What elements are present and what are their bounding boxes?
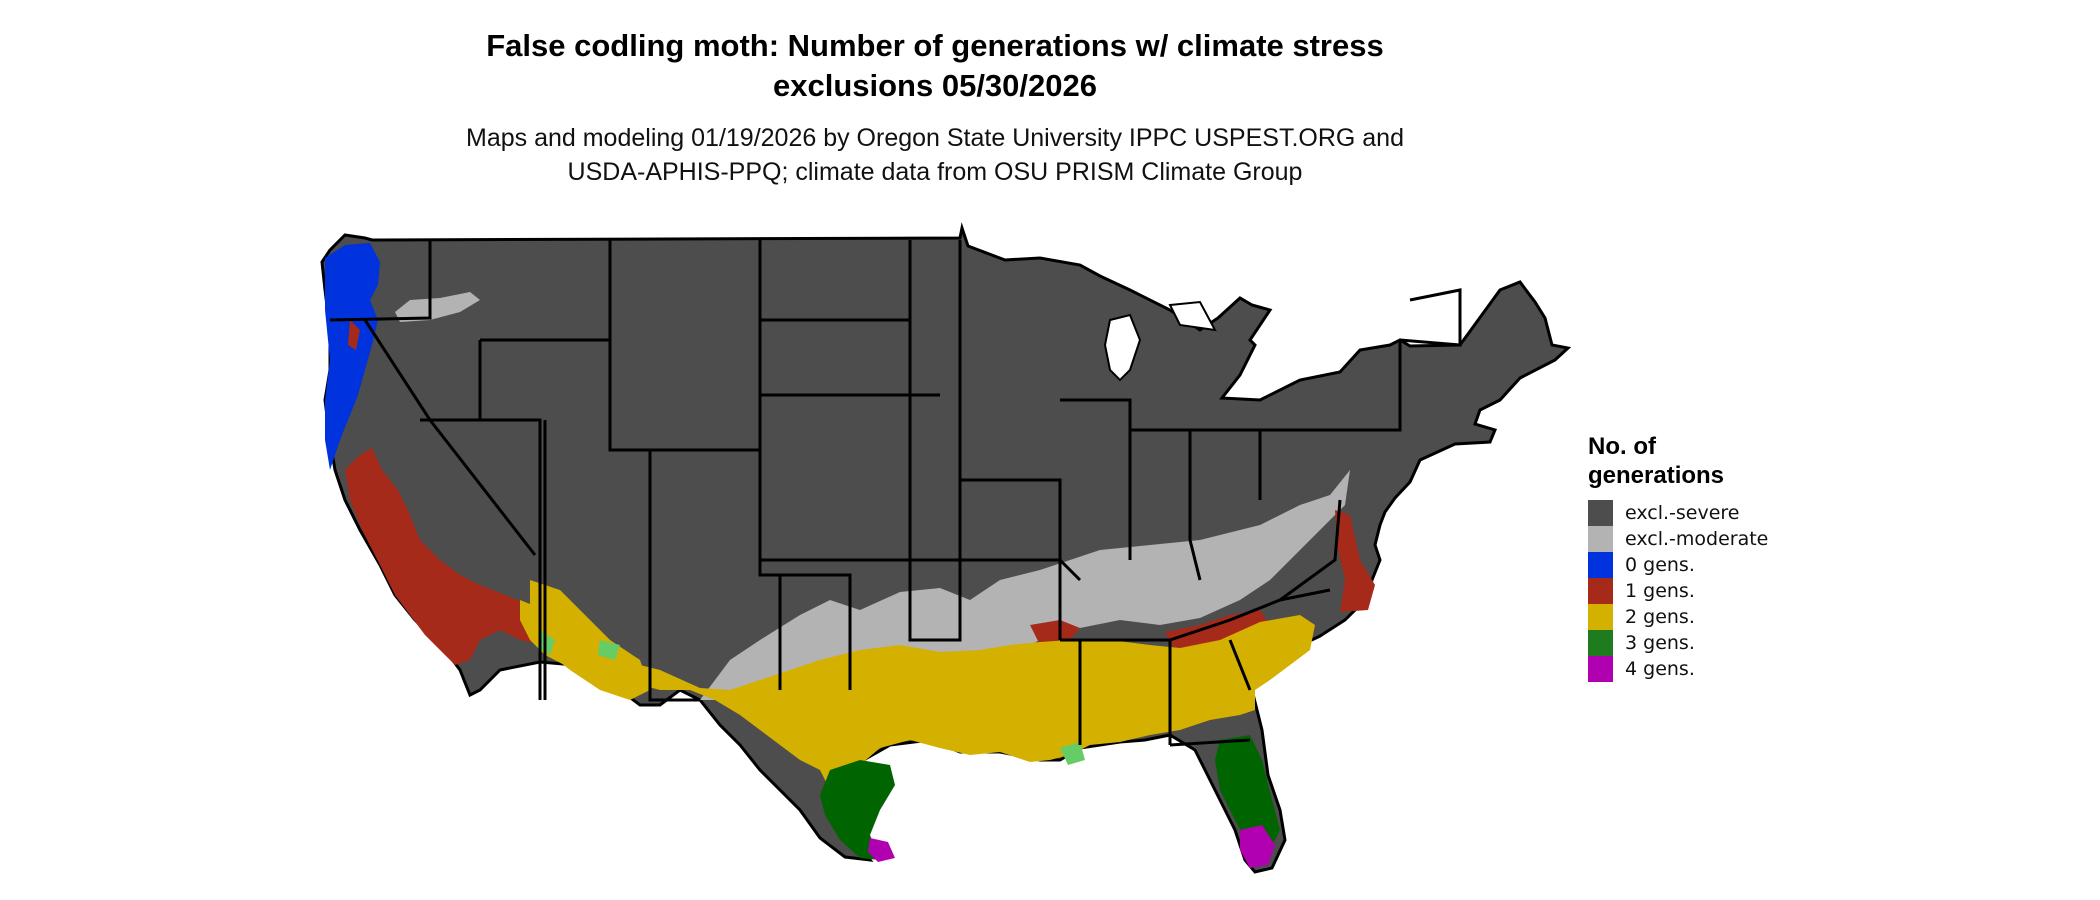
zone-1-gens-south-band bbox=[1030, 610, 1270, 650]
legend-item-1-gens: 1 gens. bbox=[1588, 578, 1768, 604]
legend-label: excl.-moderate bbox=[1625, 528, 1769, 550]
legend-label: 4 gens. bbox=[1625, 658, 1695, 680]
legend-swatch bbox=[1588, 578, 1613, 604]
legend: No. of generations excl.-severe excl.-mo… bbox=[1588, 432, 1768, 682]
legend-item-excl-severe: excl.-severe bbox=[1588, 500, 1768, 526]
us-map bbox=[320, 222, 1572, 874]
zone-3-gens-florida bbox=[1215, 735, 1280, 850]
subtitle-line-2: USDA-APHIS-PPQ; climate data from OSU PR… bbox=[567, 158, 1303, 186]
legend-title: No. of generations bbox=[1588, 432, 1768, 490]
title-line-1: False codling moth: Number of generation… bbox=[486, 28, 1384, 63]
zone-1-gens-east bbox=[1335, 510, 1375, 612]
legend-swatch bbox=[1588, 552, 1613, 578]
zone-4-gens-texas bbox=[868, 838, 895, 862]
us-landmass bbox=[320, 222, 1572, 874]
legend-label: 0 gens. bbox=[1625, 554, 1695, 576]
legend-swatch bbox=[1588, 604, 1613, 630]
legend-item-0-gens: 0 gens. bbox=[1588, 552, 1768, 578]
zone-1-gens-oregon bbox=[348, 320, 360, 350]
legend-label: 2 gens. bbox=[1625, 606, 1695, 628]
legend-item-2-gens: 2 gens. bbox=[1588, 604, 1768, 630]
zone-2-gens-arizona bbox=[530, 580, 650, 700]
legend-swatch bbox=[1588, 500, 1613, 526]
title-line-2: exclusions 05/30/2026 bbox=[772, 68, 1097, 103]
legend-swatch bbox=[1588, 526, 1613, 552]
zone-0-gens bbox=[325, 243, 380, 470]
legend-title-line-1: No. of bbox=[1588, 433, 1656, 460]
zone-excl-moderate-south bbox=[700, 470, 1350, 700]
zone-2-gens bbox=[520, 600, 1315, 790]
state-borders bbox=[329, 240, 1462, 747]
zone-3-gens-texas bbox=[820, 760, 895, 860]
legend-label: excl.-severe bbox=[1625, 502, 1740, 524]
zone-excl-moderate-north bbox=[395, 292, 480, 322]
legend-label: 3 gens. bbox=[1625, 632, 1695, 654]
legend-item-3-gens: 3 gens. bbox=[1588, 630, 1768, 656]
legend-label: 1 gens. bbox=[1625, 580, 1695, 602]
zone-1-gens bbox=[345, 448, 565, 665]
legend-item-excl-moderate: excl.-moderate bbox=[1588, 526, 1768, 552]
legend-swatch bbox=[1588, 630, 1613, 656]
legend-swatch bbox=[1588, 656, 1613, 682]
legend-title-line-2: generations bbox=[1588, 462, 1725, 489]
subtitle-line-1: Maps and modeling 01/19/2026 by Oregon S… bbox=[466, 124, 1404, 152]
zone-4-gens-florida bbox=[1240, 825, 1275, 868]
legend-item-4-gens: 4 gens. bbox=[1588, 656, 1768, 682]
great-lakes bbox=[1103, 300, 1217, 382]
